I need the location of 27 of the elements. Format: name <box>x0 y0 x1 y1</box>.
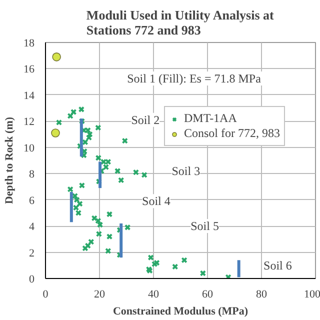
y-tick-label: 16 <box>24 64 35 76</box>
x-tick-label: 60 <box>202 288 214 300</box>
y-tick-label: 0 <box>29 274 35 286</box>
chart-title: Moduli Used in Utility Analysis at Stations 772 and 983 <box>86 8 275 38</box>
annotation: Soil 6 <box>264 258 292 272</box>
x-tick-label: 40 <box>148 288 160 300</box>
x-tick-label: 100 <box>304 288 320 300</box>
x-axis-title: Constrained Modulus (MPa) <box>112 306 248 318</box>
y-tick-label: 14 <box>24 90 35 102</box>
y-tick-label: 12 <box>24 116 34 128</box>
x-tick-label: 80 <box>256 288 268 300</box>
annotation: Soil 5 <box>190 219 219 234</box>
legend-label: Consol for 772, 983 <box>184 126 280 141</box>
y-tick-label: 6 <box>29 194 35 207</box>
y-tick-label: 2 <box>29 247 34 260</box>
annotation: Soil 2 <box>131 112 160 127</box>
x-tick-label: 20 <box>94 288 106 300</box>
y-axis-title: Depth to Rock (m) <box>4 116 16 204</box>
y-tick-label: 4 <box>29 221 35 234</box>
x-tick-label: 0 <box>42 288 49 300</box>
annotation: Soil 1 (Fill): Es = 71.8 MPa <box>127 72 262 86</box>
annotation: Soil 4 <box>142 194 170 208</box>
y-tick-label: 8 <box>29 168 35 181</box>
y-tick-label: 18 <box>24 38 35 50</box>
legend-label: DMT-1AA <box>184 111 237 126</box>
y-tick-label: 10 <box>24 142 35 154</box>
annotation: Soil 3 <box>172 164 200 178</box>
